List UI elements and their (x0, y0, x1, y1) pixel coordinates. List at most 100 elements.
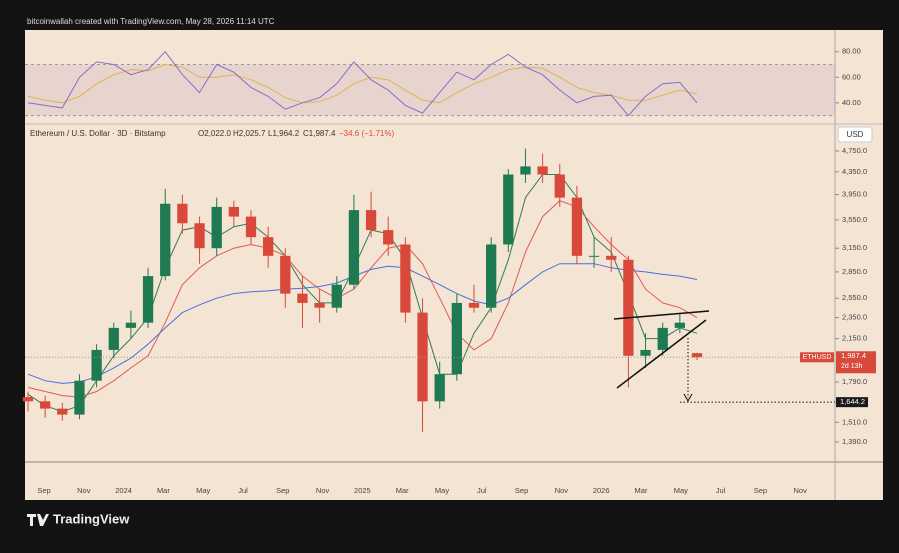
x-tick-label: Mar (157, 486, 170, 495)
y-tick-label: 60.00 (842, 72, 861, 81)
y-tick-label: 3,150.0 (842, 243, 867, 252)
candle-body (365, 210, 377, 231)
x-tick-label: 2026 (593, 486, 610, 495)
y-tick-label: 1,510.0 (842, 417, 867, 426)
y-tick-label: 1,390.0 (842, 437, 867, 446)
candle-body (160, 203, 171, 277)
x-tick-label: Sep (754, 486, 767, 495)
x-tick-label: Sep (515, 486, 528, 495)
legend-high: H2,025.7 (233, 129, 266, 138)
credit: bitcoinwallah created with TradingView.c… (27, 17, 275, 26)
candle-body (228, 206, 239, 217)
x-tick-label: Nov (77, 486, 91, 495)
chart-title: Ethereum / U.S. Dollar · 3D · Bitstamp (30, 129, 166, 138)
moving-average (27, 200, 698, 398)
candle-body (571, 197, 583, 256)
legend-low: L1,964.2 (268, 129, 300, 138)
candle-body (245, 216, 257, 238)
legend-open: O2,022.0 (198, 129, 231, 138)
x-tick-label: May (435, 486, 449, 495)
y-tick-label: 80.00 (842, 47, 861, 56)
x-tick-label: 2024 (115, 486, 132, 495)
candle-body (280, 255, 291, 294)
candle-body (691, 353, 703, 358)
logo-text: TradingView (53, 511, 130, 526)
x-tick-label: Nov (316, 486, 330, 495)
candle-body (520, 166, 531, 175)
x-tick-label: May (196, 486, 210, 495)
candle-body (486, 244, 497, 308)
currency-button[interactable] (837, 126, 873, 143)
x-tick-label: Mar (396, 486, 409, 495)
candle-body (108, 327, 119, 350)
candle-body (417, 312, 428, 402)
currency[interactable]: USD (847, 130, 864, 139)
price-tag (836, 351, 876, 374)
candle-body (348, 210, 360, 285)
candle-body (40, 401, 51, 409)
candle-body (57, 408, 68, 415)
candle-body (177, 203, 188, 224)
y-tick-label: 3,550.0 (842, 215, 867, 224)
last-price: 1,987.4 (841, 351, 866, 360)
candle-body (657, 327, 668, 350)
countdown: 2d 13h (841, 363, 863, 370)
candle-body (211, 206, 222, 249)
candle-body (623, 259, 634, 356)
y-tick-label: 2,150.0 (842, 334, 867, 343)
candle-body (554, 174, 565, 198)
candle-body (451, 302, 462, 375)
candle-body (400, 244, 411, 313)
candle-body (263, 237, 274, 256)
symbol: ETHUSD (803, 354, 832, 361)
rsi-line (27, 50, 698, 117)
rsi-band (25, 64, 835, 116)
candle-body (537, 166, 548, 175)
candle-body (22, 397, 34, 402)
candle-body (314, 302, 325, 308)
footer-logo: TradingView (27, 511, 130, 526)
candle-body (588, 255, 600, 257)
y-tick-label: 2,850.0 (842, 267, 867, 276)
candle-body (297, 293, 308, 303)
symbol-tag (800, 352, 834, 363)
y-tick-label: 3,950.0 (842, 190, 867, 199)
candle-body (142, 276, 154, 323)
x-tick-label: Nov (555, 486, 569, 495)
x-tick-label: Sep (37, 486, 50, 495)
x-tick-label: May (674, 486, 688, 495)
logo-icon (27, 514, 49, 526)
candle-body (503, 174, 514, 245)
x-tick-label: Mar (635, 486, 648, 495)
target-tag (836, 397, 868, 408)
x-tick-label: Jul (477, 486, 487, 495)
x-tick-label: Nov (794, 486, 808, 495)
candle-body (468, 302, 480, 308)
y-tick-label: 1,790.0 (842, 377, 867, 386)
x-tick-label: Sep (276, 486, 289, 495)
y-tick-label: 4,750.0 (842, 146, 867, 155)
x-tick-label: Jul (238, 486, 248, 495)
triangle-pattern (613, 310, 710, 403)
legend-close: C1,987.4 (303, 129, 336, 138)
x-tick-label: Jul (716, 486, 726, 495)
y-tick-label: 4,350.0 (842, 167, 867, 176)
candle-body (125, 322, 137, 328)
candle-body (434, 374, 445, 402)
candle-body (383, 230, 394, 245)
upper-trendline (613, 310, 710, 320)
candle-body (194, 223, 205, 249)
legend-change: −34.6 (−1.71%) (339, 129, 394, 138)
x-tick-label: 2025 (354, 486, 371, 495)
lower-trendline (616, 319, 707, 389)
target-label: 1,644.2 (840, 397, 865, 406)
moving-average (27, 263, 698, 384)
candle-body (606, 255, 617, 260)
candle-body (674, 322, 685, 328)
rsi-line (27, 63, 698, 104)
candle-body (640, 349, 651, 356)
arrow-head (683, 393, 693, 403)
y-tick-label: 40.00 (842, 98, 861, 107)
candle-body (74, 380, 85, 415)
